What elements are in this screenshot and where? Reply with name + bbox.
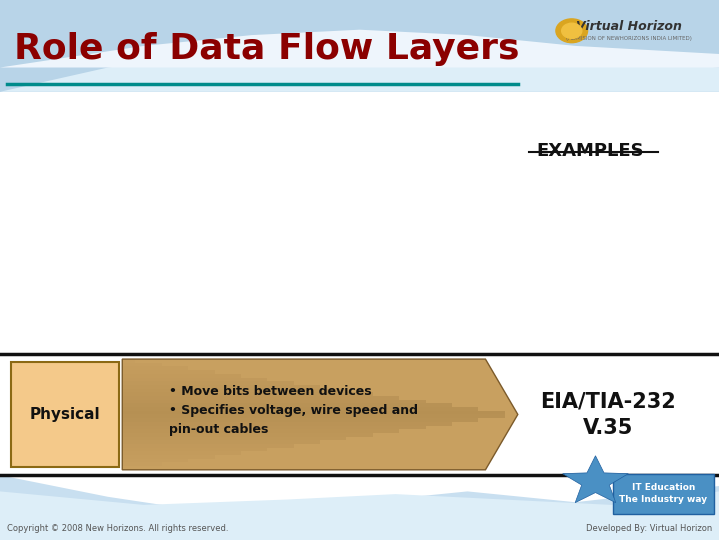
Polygon shape — [122, 411, 505, 415]
Circle shape — [562, 23, 582, 38]
Polygon shape — [122, 440, 320, 444]
Polygon shape — [122, 415, 505, 418]
Polygon shape — [122, 433, 373, 436]
Polygon shape — [0, 0, 719, 92]
Polygon shape — [0, 491, 719, 540]
Text: Developed By: Virtual Horizon: Developed By: Virtual Horizon — [586, 524, 712, 532]
FancyBboxPatch shape — [613, 474, 714, 514]
Polygon shape — [122, 451, 241, 455]
Text: Virtual Horizon: Virtual Horizon — [576, 21, 683, 33]
Polygon shape — [122, 385, 320, 389]
Text: IT Education
The Industry way: IT Education The Industry way — [619, 483, 708, 504]
Text: Copyright © 2008 New Horizons. All rights reserved.: Copyright © 2008 New Horizons. All right… — [7, 524, 229, 532]
Polygon shape — [122, 403, 452, 407]
Polygon shape — [122, 396, 399, 400]
Polygon shape — [122, 418, 478, 422]
Polygon shape — [0, 38, 719, 92]
Polygon shape — [122, 370, 215, 374]
Polygon shape — [122, 389, 346, 392]
Text: • Move bits between devices
• Specifies voltage, wire speed and
pin-out cables: • Move bits between devices • Specifies … — [169, 384, 418, 436]
Polygon shape — [122, 407, 478, 411]
Polygon shape — [122, 448, 267, 451]
Polygon shape — [122, 359, 518, 470]
Polygon shape — [122, 444, 294, 448]
Text: Physical: Physical — [30, 407, 100, 422]
Text: Role of Data Flow Layers: Role of Data Flow Layers — [14, 32, 520, 65]
Polygon shape — [122, 392, 373, 396]
Polygon shape — [122, 429, 399, 433]
Circle shape — [556, 19, 588, 43]
Polygon shape — [122, 422, 452, 426]
Polygon shape — [562, 456, 629, 503]
Polygon shape — [122, 400, 426, 403]
FancyBboxPatch shape — [11, 362, 119, 467]
Polygon shape — [0, 475, 719, 540]
Polygon shape — [122, 374, 241, 377]
Polygon shape — [122, 436, 346, 440]
Polygon shape — [122, 381, 294, 385]
Polygon shape — [122, 426, 426, 429]
Polygon shape — [122, 377, 267, 381]
Polygon shape — [0, 30, 719, 68]
Text: EXAMPLES: EXAMPLES — [536, 142, 644, 160]
Text: EIA/TIA-232
V.35: EIA/TIA-232 V.35 — [540, 392, 675, 437]
Text: (ADMISION OF NEWHORIZONS INDIA LIMITED): (ADMISION OF NEWHORIZONS INDIA LIMITED) — [567, 36, 692, 42]
